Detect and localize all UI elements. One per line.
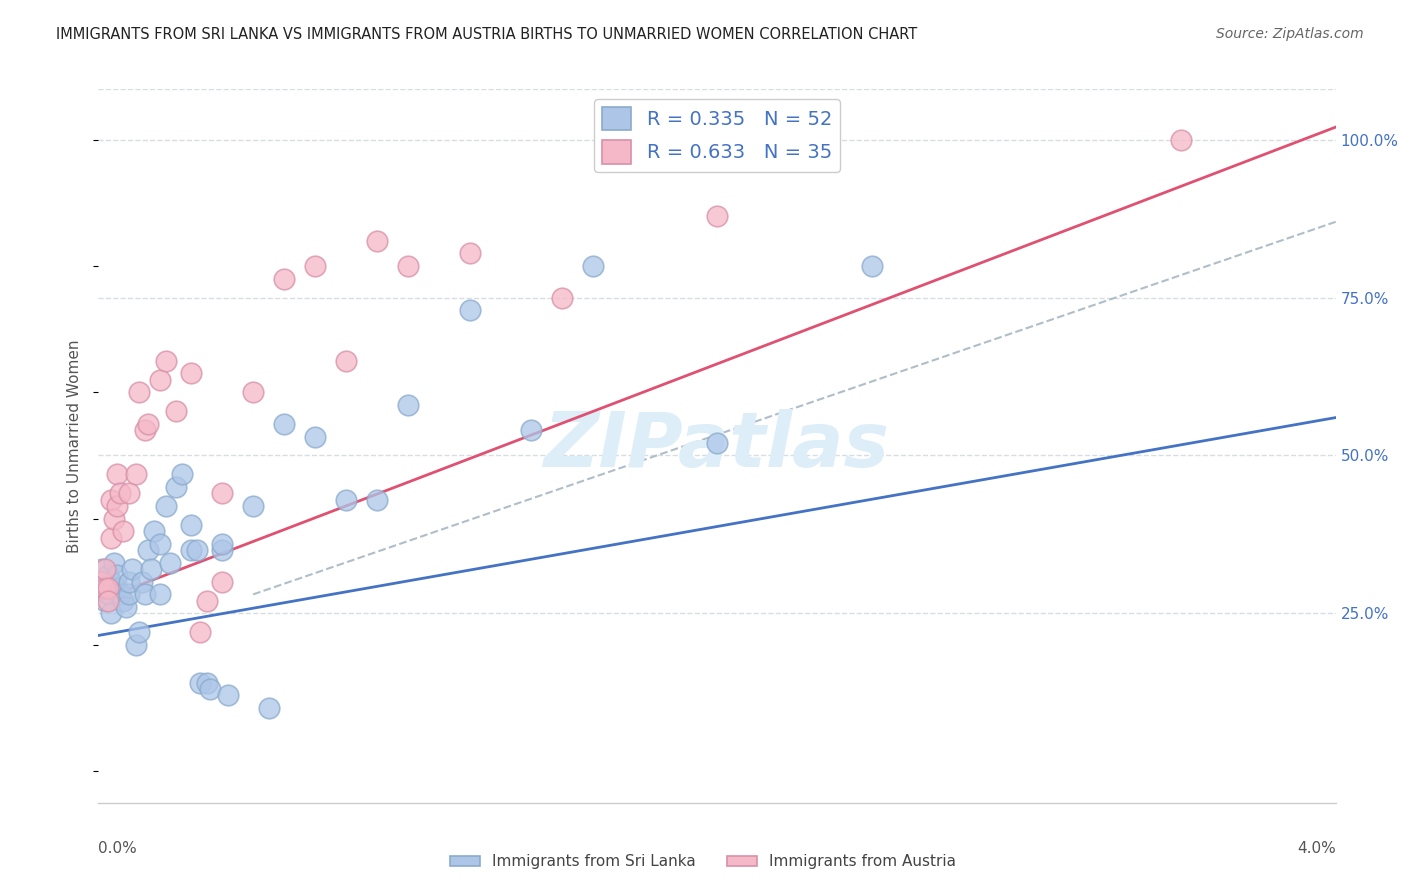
Point — [131, 574, 153, 589]
Point — [105, 581, 128, 595]
Point — [149, 373, 172, 387]
Point — [90, 574, 112, 589]
Point — [273, 417, 295, 431]
Point — [366, 234, 388, 248]
Point — [198, 682, 221, 697]
Point — [97, 587, 120, 601]
Point — [105, 499, 128, 513]
Text: 4.0%: 4.0% — [1296, 840, 1336, 855]
Point — [335, 492, 357, 507]
Legend: Immigrants from Sri Lanka, Immigrants from Austria: Immigrants from Sri Lanka, Immigrants fr… — [443, 848, 963, 875]
Point — [93, 581, 115, 595]
Point — [170, 467, 193, 482]
Point — [1170, 133, 1192, 147]
Point — [103, 511, 125, 525]
Point — [97, 581, 120, 595]
Point — [118, 587, 141, 601]
Point — [335, 353, 357, 368]
Point — [108, 587, 131, 601]
Point — [396, 259, 419, 273]
Point — [100, 574, 122, 589]
Point — [103, 556, 125, 570]
Point — [190, 675, 212, 690]
Y-axis label: Births to Unmarried Women: Births to Unmarried Women — [67, 339, 83, 553]
Point — [134, 587, 156, 601]
Point — [97, 593, 120, 607]
Point — [155, 499, 177, 513]
Point — [124, 638, 146, 652]
Point — [195, 593, 218, 607]
Point — [103, 581, 125, 595]
Point — [180, 543, 202, 558]
Point — [582, 259, 605, 273]
Point — [93, 593, 115, 607]
Point — [257, 701, 280, 715]
Point — [165, 480, 187, 494]
Point — [105, 568, 128, 582]
Point — [242, 385, 264, 400]
Point — [149, 537, 172, 551]
Point — [100, 492, 122, 507]
Point — [211, 537, 233, 551]
Point — [366, 492, 388, 507]
Point — [128, 625, 150, 640]
Point — [304, 259, 326, 273]
Text: 0.0%: 0.0% — [98, 840, 138, 855]
Point — [90, 562, 112, 576]
Text: ZIPatlas: ZIPatlas — [544, 409, 890, 483]
Point — [180, 517, 202, 532]
Point — [195, 675, 218, 690]
Point — [706, 435, 728, 450]
Point — [139, 562, 162, 576]
Legend: R = 0.335   N = 52, R = 0.633   N = 35: R = 0.335 N = 52, R = 0.633 N = 35 — [595, 99, 839, 171]
Point — [93, 581, 115, 595]
Point — [118, 486, 141, 500]
Point — [97, 568, 120, 582]
Point — [551, 291, 574, 305]
Point — [136, 417, 159, 431]
Point — [165, 404, 187, 418]
Point — [458, 246, 481, 260]
Point — [100, 531, 122, 545]
Text: Source: ZipAtlas.com: Source: ZipAtlas.com — [1216, 27, 1364, 41]
Point — [217, 689, 239, 703]
Point — [155, 353, 177, 368]
Point — [121, 562, 143, 576]
Point — [136, 543, 159, 558]
Point — [211, 543, 233, 558]
Text: IMMIGRANTS FROM SRI LANKA VS IMMIGRANTS FROM AUSTRIA BIRTHS TO UNMARRIED WOMEN C: IMMIGRANTS FROM SRI LANKA VS IMMIGRANTS … — [56, 27, 918, 42]
Point — [134, 423, 156, 437]
Point — [706, 209, 728, 223]
Point — [108, 486, 131, 500]
Point — [190, 625, 212, 640]
Point — [128, 385, 150, 400]
Point — [159, 556, 181, 570]
Point — [211, 574, 233, 589]
Point — [115, 600, 138, 615]
Point — [860, 259, 883, 273]
Point — [273, 271, 295, 285]
Point — [242, 499, 264, 513]
Point — [124, 467, 146, 482]
Point — [396, 398, 419, 412]
Point — [118, 574, 141, 589]
Point — [112, 524, 135, 539]
Point — [90, 574, 112, 589]
Point — [304, 429, 326, 443]
Point — [112, 593, 135, 607]
Point — [93, 562, 115, 576]
Point — [520, 423, 543, 437]
Point — [211, 486, 233, 500]
Point — [149, 587, 172, 601]
Point — [186, 543, 208, 558]
Point — [458, 303, 481, 318]
Point — [105, 467, 128, 482]
Point — [143, 524, 166, 539]
Point — [180, 367, 202, 381]
Point — [100, 607, 122, 621]
